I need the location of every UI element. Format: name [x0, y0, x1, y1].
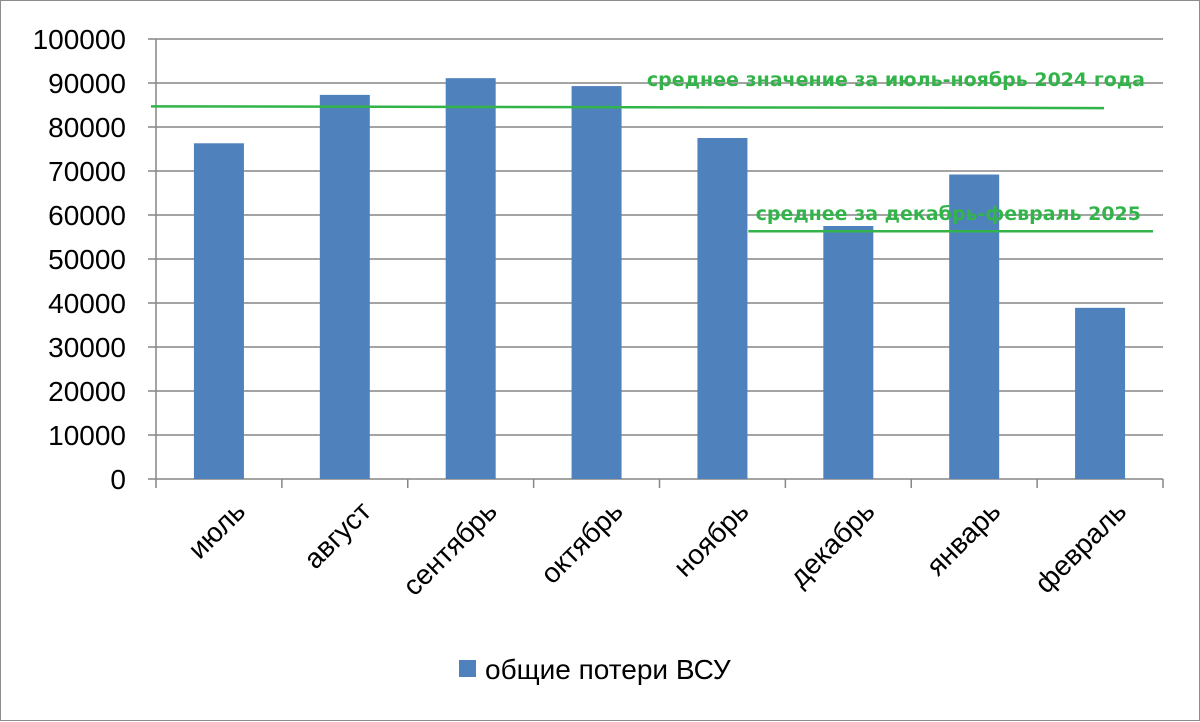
y-tick-label: 40000	[48, 288, 126, 319]
grid-lines	[148, 38, 1163, 480]
bars	[193, 78, 1126, 479]
bar-6	[823, 226, 874, 479]
y-tick-labels: 0 10000 20000 30000 40000 50000 60000 70000 8000…	[33, 24, 126, 495]
legend-swatch	[459, 660, 476, 677]
y-tick-label: 30000	[48, 332, 126, 363]
bar-4	[571, 86, 622, 479]
bar-1	[193, 143, 244, 479]
y-tick-label: 80000	[48, 112, 126, 143]
average-label-dec-feb: среднее за декабрь-февраль 2025	[756, 203, 1141, 225]
y-tick-label: 0	[110, 464, 126, 495]
bar-5	[697, 138, 748, 479]
legend: общие потери ВСУ	[459, 654, 731, 685]
bar-8	[1075, 307, 1126, 479]
y-tick-label: 100000	[33, 24, 126, 55]
x-tick-label: июль	[182, 495, 251, 564]
average-line-jul-nov	[150, 105, 1105, 110]
y-tick-label: 60000	[48, 200, 126, 231]
y-tick-label: 10000	[48, 420, 126, 451]
x-tick-label: февраль	[1029, 495, 1133, 599]
bar-2	[319, 94, 370, 479]
x-tick-label: ноябрь	[667, 495, 754, 582]
y-tick-label: 50000	[48, 244, 126, 275]
x-tick-labels: июль август сентябрь октябрь ноябрь декабрь ян…	[182, 495, 1132, 601]
x-tick-label: январь	[920, 495, 1006, 581]
annotations: среднее значение за июль-ноябрь 2024 год…	[150, 69, 1153, 233]
x-tick-label: октябрь	[535, 495, 629, 589]
y-tick-label: 20000	[48, 376, 126, 407]
x-tick-label: сентябрь	[397, 495, 503, 601]
bar-3	[445, 78, 496, 479]
x-tick-label: декабрь	[783, 495, 880, 592]
legend-label: общие потери ВСУ	[485, 654, 731, 685]
y-tick-label: 70000	[48, 156, 126, 187]
x-tick-label: август	[298, 495, 377, 574]
y-tick-label: 90000	[48, 68, 126, 99]
average-label-jul-nov: среднее значение за июль-ноябрь 2024 год…	[647, 69, 1145, 91]
bar-7	[949, 174, 1000, 479]
